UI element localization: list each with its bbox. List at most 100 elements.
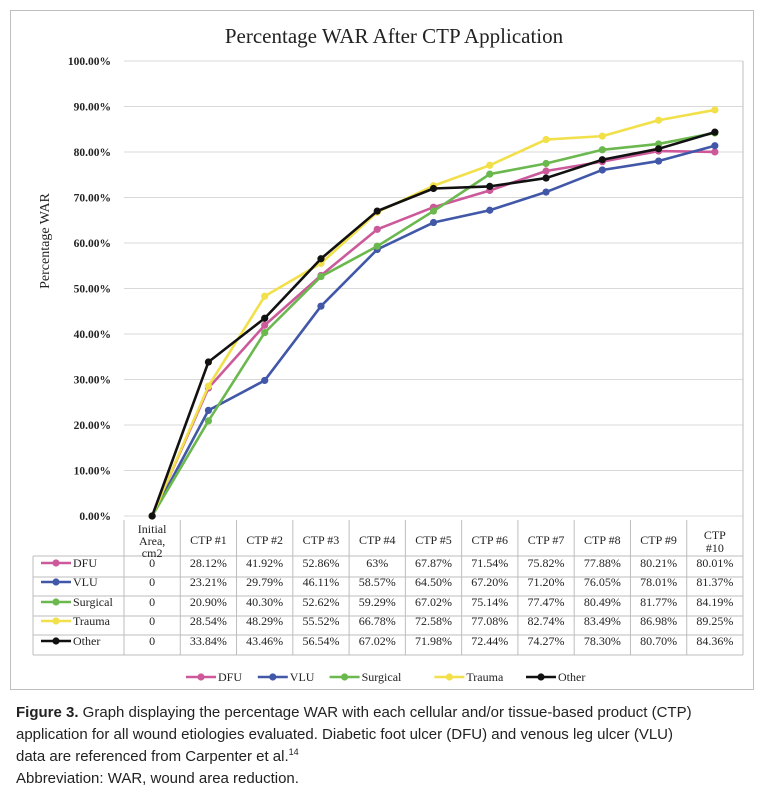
table-cell-value: 80.21% — [640, 556, 677, 570]
data-point-dfu — [711, 148, 719, 156]
table-cell-value: 84.36% — [696, 634, 733, 648]
table-cell-value: 71.98% — [415, 634, 452, 648]
table-cell-value: 72.44% — [471, 634, 508, 648]
data-point-surgical — [598, 146, 606, 154]
chart: Percentage WAR After CTP Application Perc… — [32, 24, 744, 684]
legend-item-label: DFU — [218, 670, 242, 684]
table-cell-value: 82.74% — [528, 614, 565, 628]
legend-key-marker — [537, 673, 545, 681]
data-point-other — [317, 255, 325, 263]
table-cell-value: 0 — [149, 575, 155, 589]
x-tick-label: CTP — [704, 528, 726, 542]
table-series-name: VLU — [73, 575, 98, 589]
data-point-vlu — [711, 142, 719, 150]
table-cell-value: 67.87% — [415, 556, 452, 570]
x-tick-label: Initial — [138, 522, 167, 536]
table-cell-value: 77.47% — [528, 595, 565, 609]
data-point-surgical — [317, 272, 325, 281]
data-point-vlu — [204, 406, 213, 414]
table-cell-value: 67.02% — [359, 634, 396, 648]
caption-line-4: Abbreviation: WAR, wound area reduction. — [16, 770, 299, 787]
data-point-surgical — [542, 159, 550, 168]
data-point-dfu — [542, 167, 550, 175]
data-point-other — [148, 512, 156, 520]
y-tick-label: 50.00% — [74, 284, 111, 296]
y-tick-label: 30.00% — [74, 375, 111, 387]
table-legend-key-marker — [52, 598, 60, 606]
table-cell-value: 75.82% — [528, 556, 565, 570]
y-tick-label: 90.00% — [74, 102, 111, 114]
table-cell-value: 71.54% — [471, 556, 508, 570]
data-point-vlu — [486, 206, 494, 214]
table-cell-value: 52.86% — [302, 556, 339, 570]
table-cell-value: 43.46% — [246, 634, 283, 648]
data-point-surgical — [204, 417, 213, 425]
caption-reference: 14 — [288, 747, 299, 757]
data-point-trauma — [654, 116, 663, 124]
table-cell-value: 84.19% — [696, 595, 733, 609]
figure-caption: Figure 3. Graph displaying the percentag… — [16, 702, 756, 790]
chart-frame: Percentage WAR After CTP Application Perc… — [10, 10, 754, 690]
data-point-trauma — [542, 135, 550, 144]
data-point-surgical — [429, 207, 438, 215]
x-tick-label: CTP #1 — [190, 533, 227, 547]
table-legend-key-marker — [52, 637, 60, 645]
data-point-other — [261, 314, 269, 322]
x-tick-label: CTP #3 — [303, 533, 340, 547]
table-legend-key-marker — [52, 617, 60, 625]
table-cell-value: 0 — [149, 595, 155, 609]
caption-label: Figure 3. — [16, 704, 79, 721]
data-point-vlu — [429, 218, 438, 227]
table-cell-value: 78.01% — [640, 575, 677, 589]
x-tick-label: CTP #9 — [640, 533, 677, 547]
data-point-surgical — [373, 242, 381, 250]
table-series-name: Surgical — [73, 595, 113, 609]
table-cell-value: 89.25% — [696, 614, 733, 628]
table-legend-key-marker — [52, 578, 60, 586]
x-tick-label: CTP #5 — [415, 533, 452, 547]
table-cell-value: 56.54% — [302, 634, 339, 648]
legend-key-marker — [445, 673, 453, 681]
series-line-trauma — [150, 108, 716, 517]
x-tick-label: CTP #6 — [471, 533, 508, 547]
table-cell-value: 81.37% — [696, 575, 733, 589]
table-cell-value: 76.05% — [584, 575, 621, 589]
data-point-other — [486, 182, 494, 190]
x-tick-label: #10 — [706, 541, 724, 555]
caption-text-3: data are referenced from Carpenter et al… — [16, 748, 289, 765]
table-cell-value: 77.88% — [584, 556, 621, 570]
x-tick-label: CTP #8 — [584, 533, 621, 547]
table-cell-value: 86.98% — [640, 614, 677, 628]
table-cell-value: 80.70% — [640, 634, 677, 648]
series-line-vlu — [150, 144, 716, 517]
x-tick-label: CTP #2 — [246, 533, 283, 547]
data-point-other — [204, 358, 213, 366]
table-cell-value: 71.20% — [528, 575, 565, 589]
table-cell-value: 77.08% — [471, 614, 508, 628]
data-point-other — [373, 207, 381, 215]
legend-item-label: VLU — [290, 670, 315, 684]
legend-item-label: Surgical — [362, 670, 402, 684]
y-tick-label: 60.00% — [74, 238, 111, 250]
data-point-trauma — [204, 382, 213, 390]
legend-key-marker — [341, 673, 349, 681]
data-point-other — [598, 156, 606, 164]
data-point-vlu — [654, 157, 663, 165]
table-cell-value: 67.02% — [415, 595, 452, 609]
table-series-name: Other — [73, 634, 100, 648]
legend-key-marker — [269, 673, 277, 681]
table-cell-value: 55.52% — [302, 614, 339, 628]
caption-text-1: Graph displaying the percentage WAR with… — [78, 704, 692, 721]
y-tick-label: 80.00% — [74, 147, 111, 159]
table-cell-value: 58.57% — [359, 575, 396, 589]
caption-line-2: application for all wound etiologies eva… — [16, 726, 674, 743]
data-point-vlu — [261, 376, 269, 385]
table-cell-value: 29.79% — [246, 575, 283, 589]
data-point-other — [542, 174, 550, 182]
y-tick-label: 0.00% — [79, 511, 111, 523]
data-point-surgical — [486, 170, 494, 178]
y-tick-label: 70.00% — [74, 193, 111, 205]
table-cell-value: 23.21% — [190, 575, 227, 589]
y-tick-label: 20.00% — [74, 420, 111, 432]
table-cell-value: 28.54% — [190, 614, 227, 628]
